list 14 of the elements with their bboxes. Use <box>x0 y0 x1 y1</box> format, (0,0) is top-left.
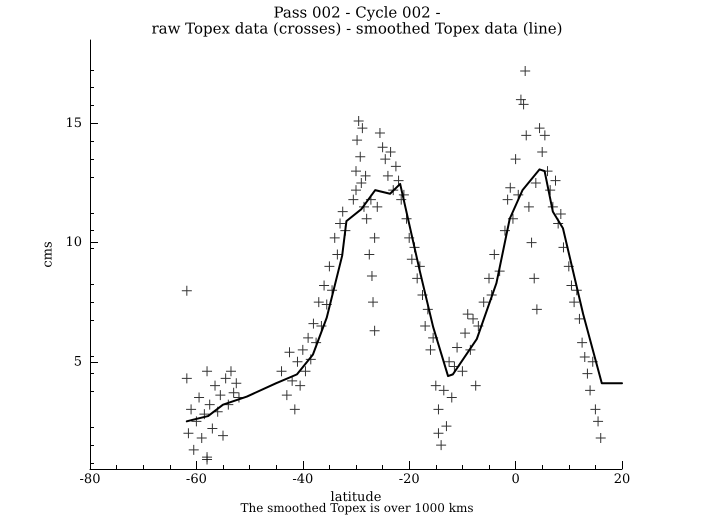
y-tick-label: 5 <box>74 354 82 370</box>
y-tick-label: 15 <box>65 116 82 131</box>
x-tick-label: 20 <box>614 472 630 487</box>
text: The smoothed Topex is over 1000 kms <box>240 501 474 515</box>
x-tick-label: -60 <box>186 472 207 487</box>
line-series <box>186 168 623 422</box>
y-tick-label: 10 <box>65 235 82 250</box>
x-tick-label: -40 <box>292 472 314 487</box>
chart-subtitle: raw Topex data (crosses) - smoothed Topex data (line) <box>151 20 563 38</box>
x-tick-label: -20 <box>398 472 420 487</box>
y-axis-title: cms <box>40 241 56 268</box>
chart-title: Pass 002 - Cycle 002 - <box>273 4 441 22</box>
x-tick-label: -80 <box>80 472 100 487</box>
x-tick-label: 0 <box>511 472 520 487</box>
